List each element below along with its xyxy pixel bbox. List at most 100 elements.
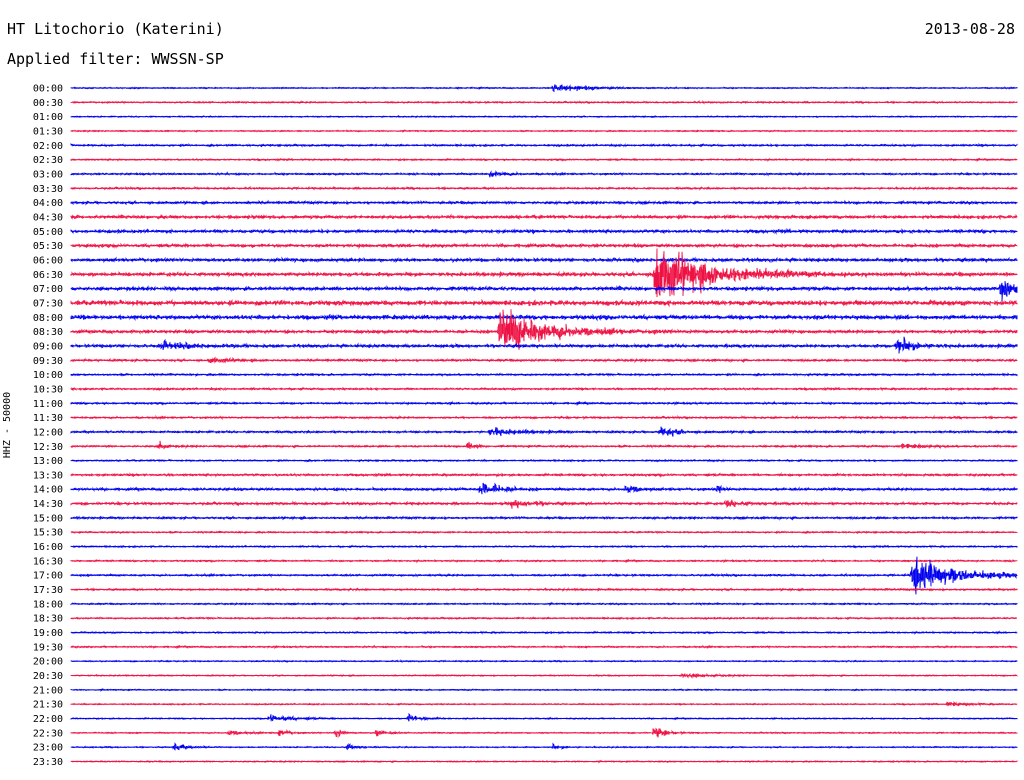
trace-row-1500 — [70, 515, 1018, 521]
time-label-1400: 14:00 — [33, 485, 63, 496]
trace-row-0730 — [70, 298, 1018, 308]
time-label-1700: 17:00 — [33, 571, 63, 582]
time-label-0630: 06:30 — [33, 270, 63, 281]
trace-row-2130 — [70, 700, 1018, 707]
time-label-1200: 12:00 — [33, 427, 63, 438]
time-label-0800: 08:00 — [33, 313, 63, 324]
trace-row-0130 — [70, 129, 1018, 134]
trace-row-0200 — [70, 142, 1018, 148]
time-label-2300: 23:00 — [33, 743, 63, 754]
time-label-1600: 16:00 — [33, 542, 63, 553]
time-label-1900: 19:00 — [33, 628, 63, 639]
trace-row-1230 — [70, 440, 1018, 450]
time-label-0600: 06:00 — [33, 255, 63, 266]
time-label-0030: 00:30 — [33, 98, 63, 109]
trace-row-1630 — [70, 558, 1018, 564]
trace-row-1330 — [70, 472, 1018, 478]
trace-row-1930 — [70, 644, 1018, 650]
trace-row-0900 — [70, 336, 1018, 354]
time-label-2030: 20:30 — [33, 671, 63, 682]
time-label-0130: 01:30 — [33, 126, 63, 137]
trace-row-0030 — [70, 99, 1018, 105]
trace-row-0330 — [70, 185, 1018, 191]
trace-row-0600 — [70, 256, 1018, 264]
time-label-0530: 05:30 — [33, 241, 63, 252]
trace-row-1600 — [70, 544, 1018, 549]
trace-row-0500 — [70, 227, 1018, 235]
time-label-0830: 08:30 — [33, 327, 63, 338]
time-label-1230: 12:30 — [33, 442, 63, 453]
trace-row-0000 — [70, 84, 1018, 93]
time-label-1430: 14:30 — [33, 499, 63, 510]
time-label-0330: 03:30 — [33, 184, 63, 195]
trace-row-0830 — [70, 309, 1018, 350]
time-label-1730: 17:30 — [33, 585, 63, 596]
trace-row-2000 — [70, 659, 1018, 664]
trace-row-1900 — [70, 630, 1018, 635]
trace-row-0230 — [70, 157, 1018, 163]
filter-label: Applied filter: WWSSN-SP — [7, 50, 224, 68]
trace-row-1400 — [70, 482, 1018, 495]
time-label-0100: 01:00 — [33, 112, 63, 123]
trace-row-0400 — [70, 199, 1018, 206]
time-label-0430: 04:30 — [33, 212, 63, 223]
trace-row-1830 — [70, 616, 1018, 621]
time-label-1530: 15:30 — [33, 528, 63, 539]
trace-row-2300 — [70, 742, 1018, 751]
time-label-2130: 21:30 — [33, 700, 63, 711]
trace-row-1100 — [70, 400, 1018, 407]
trace-row-1000 — [70, 372, 1018, 378]
time-label-2330: 23:30 — [33, 757, 63, 768]
time-label-0300: 03:00 — [33, 169, 63, 180]
trace-row-0430 — [70, 213, 1018, 221]
time-label-1000: 10:00 — [33, 370, 63, 381]
trace-row-0300 — [70, 169, 1018, 178]
time-label-2230: 22:30 — [33, 728, 63, 739]
trace-row-0630 — [70, 248, 1018, 298]
time-label-0930: 09:30 — [33, 356, 63, 367]
time-label-1100: 11:00 — [33, 399, 63, 410]
time-label-0000: 00:00 — [33, 84, 63, 95]
trace-row-2030 — [70, 672, 1018, 679]
time-label-0700: 07:00 — [33, 284, 63, 295]
trace-row-0700 — [70, 281, 1018, 302]
trace-row-1200 — [70, 426, 1018, 437]
trace-row-2200 — [70, 712, 1018, 722]
trace-row-0930 — [70, 356, 1018, 364]
trace-row-1300 — [70, 458, 1018, 463]
trace-row-1030 — [70, 386, 1018, 392]
trace-row-1800 — [70, 601, 1018, 607]
time-label-0200: 02:00 — [33, 141, 63, 152]
time-label-2000: 20:00 — [33, 657, 63, 668]
time-label-0500: 05:00 — [33, 227, 63, 238]
time-label-0400: 04:00 — [33, 198, 63, 209]
time-label-1500: 15:00 — [33, 513, 63, 524]
time-label-1830: 18:30 — [33, 614, 63, 625]
time-label-2200: 22:00 — [33, 714, 63, 725]
trace-group — [70, 84, 1018, 764]
time-label-1330: 13:30 — [33, 470, 63, 481]
trace-row-1730 — [70, 587, 1018, 593]
trace-row-2230 — [70, 727, 1018, 738]
time-label-1030: 10:30 — [33, 384, 63, 395]
trace-row-1130 — [70, 414, 1018, 421]
station-title: HT Litochorio (Katerini) — [7, 20, 224, 38]
time-label-1930: 19:30 — [33, 642, 63, 653]
time-label-0730: 07:30 — [33, 298, 63, 309]
time-label-0230: 02:30 — [33, 155, 63, 166]
time-label-1630: 16:30 — [33, 556, 63, 567]
time-label-2100: 21:00 — [33, 685, 63, 696]
time-label-1800: 18:00 — [33, 599, 63, 610]
trace-row-1700 — [70, 556, 1018, 595]
trace-row-2100 — [70, 687, 1018, 693]
date-label: 2013-08-28 — [924, 20, 1015, 38]
time-label-1300: 13:00 — [33, 456, 63, 467]
time-label-1130: 11:30 — [33, 413, 63, 424]
trace-row-2330 — [70, 759, 1018, 764]
trace-row-1530 — [70, 530, 1018, 535]
trace-row-0530 — [70, 242, 1018, 250]
time-label-group: 00:00 00:30 01:00 01:30 02:00 02:30 03:00 03:30… — [33, 84, 63, 769]
time-label-0900: 09:00 — [33, 341, 63, 352]
trace-row-0100 — [70, 114, 1018, 119]
trace-row-1430 — [70, 499, 1018, 509]
